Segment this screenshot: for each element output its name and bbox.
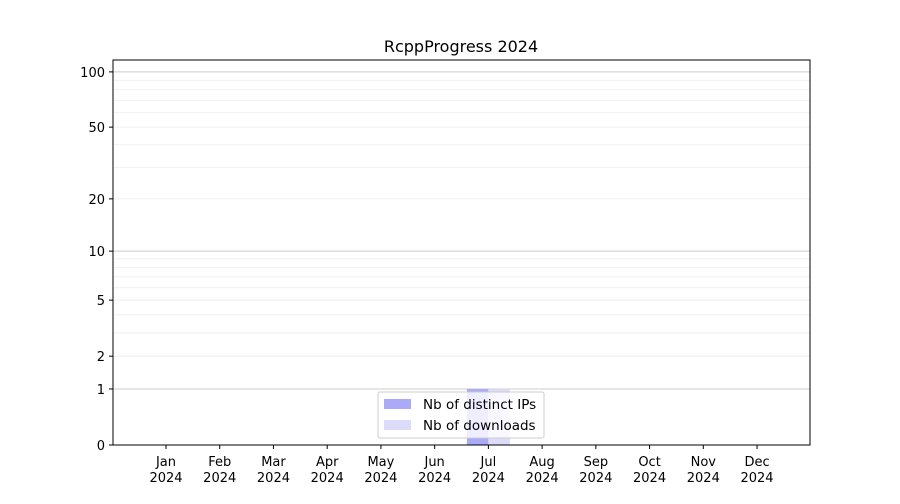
x-tick-label: Oct [638,455,660,470]
y-tick-label: 100 [80,66,105,81]
y-tick-label: 5 [97,294,105,309]
legend: Nb of distinct IPs Nb of downloads [377,391,545,439]
x-tick-label: Sep [584,455,609,470]
x-tick-label: Feb [208,455,231,470]
x-tick-label: Jan [155,455,176,470]
y-tick-label: 2 [97,350,105,365]
x-tick-label: Jul [480,455,497,470]
legend-label-ips: Nb of distinct IPs [423,397,536,413]
x-tick-label: 2024 [687,471,720,486]
plot-frame [112,59,811,446]
x-tick-label: 2024 [203,471,236,486]
x-tick-label: 2024 [149,471,182,486]
x-tick-label: 2024 [579,471,612,486]
x-tick-label: Aug [529,455,554,470]
x-tick-label: May [367,455,394,470]
x-tick-label: 2024 [311,471,344,486]
legend-label-downloads: Nb of downloads [423,418,536,434]
x-tick-label: Nov [691,455,717,470]
x-tick-label: Dec [744,455,769,470]
legend-swatch-ips [384,399,411,409]
x-tick-label: 2024 [257,471,290,486]
y-tick-label: 20 [88,193,105,208]
x-tick-label: 2024 [633,471,666,486]
x-tick-label: Jun [423,455,444,470]
x-tick-label: Apr [316,455,339,470]
chart-title: RcppProgress 2024 [384,37,538,56]
x-tick-label: 2024 [472,471,505,486]
x-tick-label: 2024 [526,471,559,486]
y-tick-label: 10 [88,245,105,260]
x-tick-label: 2024 [740,471,773,486]
legend-swatch-downloads [384,420,411,430]
x-tick-label: Mar [261,455,286,470]
x-tick-label: 2024 [364,471,397,486]
y-tick-label: 50 [88,121,105,136]
y-tick-label: 1 [97,383,105,398]
y-tick-label: 0 [97,439,105,454]
x-tick-label: 2024 [418,471,451,486]
